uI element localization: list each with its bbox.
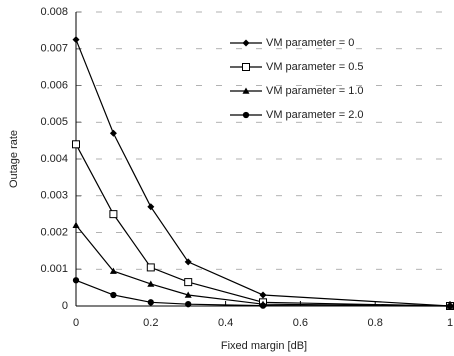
y-tick-label: 0.001 (40, 263, 68, 275)
marker (147, 203, 155, 211)
y-tick-label: 0.008 (40, 6, 68, 18)
x-tick-label: 0.8 (368, 317, 383, 329)
marker (72, 140, 80, 149)
series-line (75, 279, 451, 307)
x-axis-label: Fixed margin [dB] (221, 340, 307, 352)
marker (446, 302, 454, 310)
series-line (75, 224, 451, 307)
y-tick-label: 0.004 (40, 153, 68, 165)
marker (184, 258, 192, 266)
y-axis-label: Outage rate (8, 130, 20, 188)
marker (184, 278, 193, 287)
legend-marker (242, 63, 250, 71)
x-tick-label: 0.6 (293, 317, 308, 329)
y-tick-label: 0.006 (40, 79, 68, 91)
legend-label: VM parameter = 2.0 (266, 109, 364, 121)
y-tick-label: 0.007 (40, 43, 68, 55)
marker (109, 210, 118, 219)
y-tick-label: 0 (62, 300, 68, 312)
legend-label: VM parameter = 0 (266, 37, 354, 49)
marker (72, 221, 80, 228)
marker (146, 263, 155, 272)
marker (110, 291, 117, 299)
y-tick-label: 0.002 (40, 226, 68, 238)
marker (109, 129, 117, 137)
marker (259, 291, 267, 299)
x-tick-label: 0.2 (143, 317, 158, 329)
y-tick-label: 0.005 (40, 116, 68, 128)
legend-marker (242, 39, 250, 47)
x-tick-label: 0 (73, 317, 79, 329)
marker (147, 280, 155, 287)
marker (184, 291, 192, 298)
x-tick-label: 0.4 (218, 317, 233, 329)
marker (259, 302, 267, 309)
y-tick-label: 0.003 (40, 190, 68, 202)
legend-marker (242, 111, 250, 119)
marker (72, 277, 80, 284)
marker (185, 301, 192, 308)
legend-marker (242, 87, 250, 94)
series-line (75, 144, 451, 307)
legend-label: VM parameter = 1.0 (266, 85, 364, 97)
legend-label: VM parameter = 0.5 (266, 61, 364, 73)
series-line (75, 39, 451, 307)
marker (147, 299, 154, 306)
x-tick-label: 1 (447, 317, 453, 329)
marker (72, 36, 80, 44)
marker (109, 267, 117, 274)
